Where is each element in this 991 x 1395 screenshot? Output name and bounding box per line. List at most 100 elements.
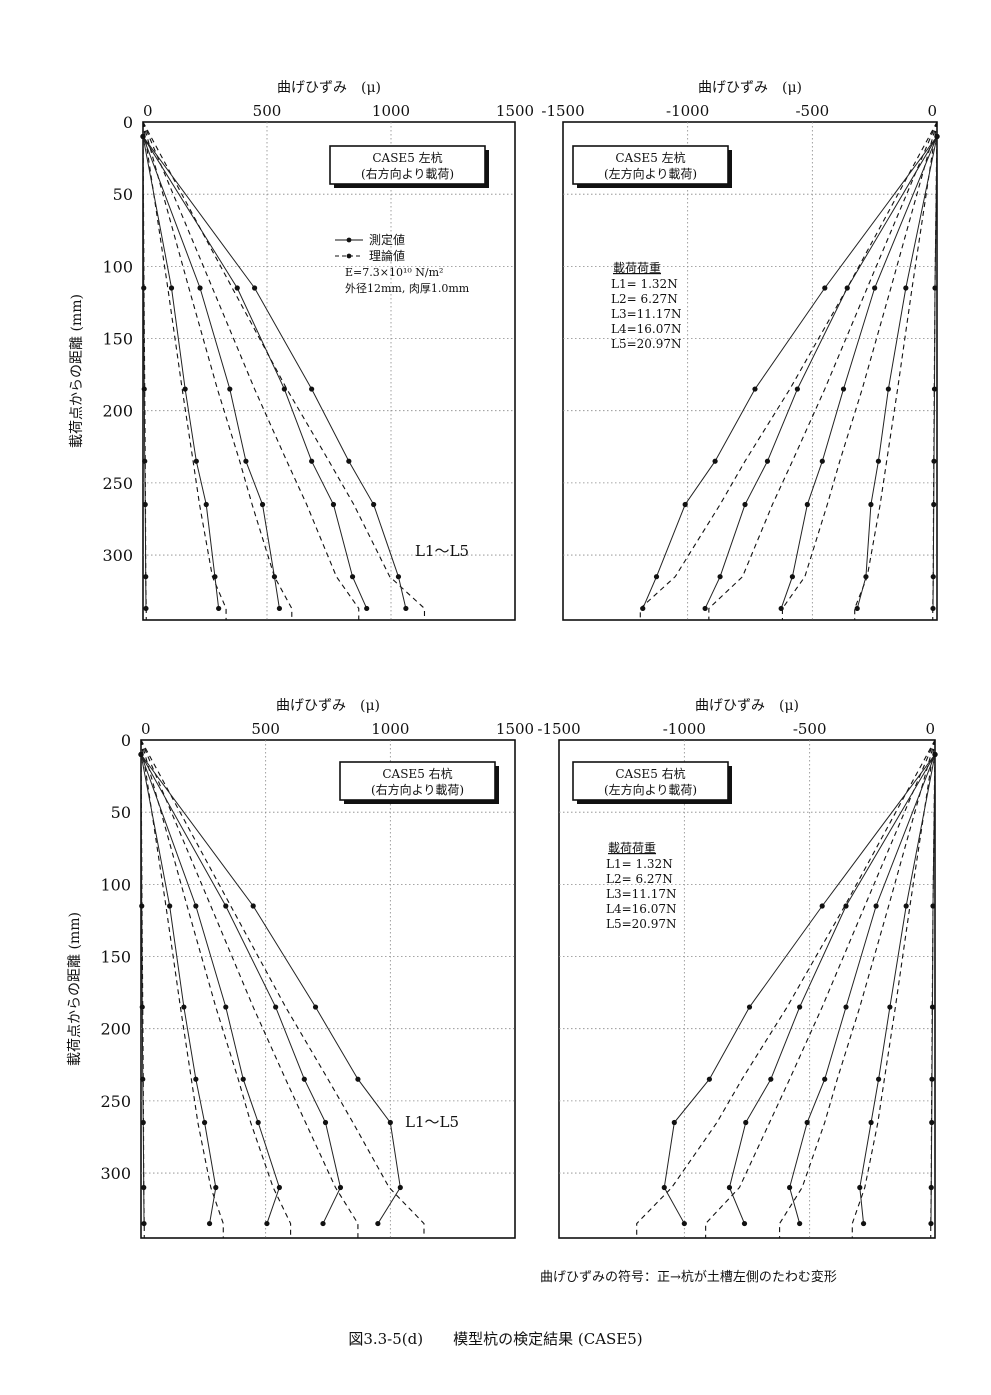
measured-point	[768, 1076, 774, 1082]
measured-point	[844, 285, 850, 291]
measured-point	[375, 1220, 381, 1227]
measured-point	[397, 1184, 403, 1191]
x-tick-label: 1500	[496, 720, 534, 738]
measured-point	[931, 458, 937, 464]
load-list-item: L3=11.17N	[611, 307, 682, 321]
load-list-title: 載荷荷重	[608, 841, 656, 855]
measured-point	[873, 903, 879, 909]
figure-caption: 図3.3-5(d) 模型杭の検定結果 (CASE5)	[348, 1330, 643, 1348]
measured-point	[309, 458, 315, 464]
measured-point	[273, 1004, 279, 1010]
x-tick-label: -500	[795, 102, 829, 120]
y-tick-label: 0	[121, 731, 131, 750]
x-tick-label: -1500	[537, 720, 580, 738]
measured-point	[141, 386, 147, 392]
x-tick-label: 0	[143, 102, 153, 120]
measured-point	[819, 458, 825, 464]
load-list-title: 載荷荷重	[613, 261, 661, 275]
material-note-e: E=7.3×10¹⁰ N/m²	[345, 266, 443, 279]
measured-point	[259, 501, 266, 508]
theory-line-4	[708, 121, 938, 620]
measured-point	[240, 1076, 246, 1082]
series-annotation: L1～L5	[415, 542, 469, 560]
measured-point	[223, 903, 229, 909]
measured-point	[168, 285, 175, 291]
x-tick-label: -1500	[541, 102, 584, 120]
x-tick-label: -1000	[666, 102, 709, 120]
measured-point	[143, 574, 149, 580]
measured-point	[139, 1004, 145, 1010]
measured-point	[930, 574, 936, 580]
measured-point	[929, 1004, 936, 1010]
measured-point	[928, 1184, 934, 1191]
measured-point	[255, 1119, 261, 1126]
load-list-item: L4=16.07N	[606, 902, 677, 916]
measured-point	[804, 501, 810, 508]
chart-title: CASE5 左杭	[615, 150, 685, 165]
chart-title: CASE5 右杭	[615, 766, 685, 781]
measured-point	[726, 1184, 733, 1191]
measured-point	[778, 605, 784, 612]
measured-point	[309, 386, 315, 392]
x-tick-label: 500	[253, 102, 282, 120]
measured-point	[193, 903, 199, 909]
theory-line-2	[142, 121, 227, 620]
chart-subtitle: (右方向より載荷)	[371, 782, 464, 797]
measured-point	[234, 285, 240, 291]
measured-point	[140, 1119, 146, 1126]
measured-point	[193, 1076, 199, 1082]
theory-line-5	[142, 121, 426, 620]
measured-point	[139, 903, 145, 909]
measured-point	[143, 605, 149, 612]
measured-point	[863, 574, 869, 580]
measured-point	[854, 605, 860, 612]
series-annotation: L1～L5	[405, 1113, 459, 1131]
measured-point	[243, 458, 249, 464]
measured-point	[843, 1004, 849, 1010]
measured-point	[276, 1184, 282, 1191]
measured-point	[395, 574, 402, 580]
measured-point	[141, 1220, 147, 1227]
legend-measured-marker	[346, 237, 352, 243]
measured-point	[742, 501, 748, 508]
measured-point	[330, 501, 337, 508]
x-axis-label: 曲げひずみ (μ)	[698, 80, 802, 96]
x-axis-label: 曲げひずみ (μ)	[276, 698, 380, 714]
plot-frame	[140, 739, 516, 1239]
theory-line-4	[140, 739, 359, 1238]
measured-point	[857, 1184, 863, 1191]
measured-point	[322, 1119, 329, 1126]
measured-point	[364, 605, 370, 612]
y-tick-label: 150	[102, 330, 133, 349]
measured-point	[142, 458, 148, 464]
measured-point	[903, 285, 909, 291]
load-list-item: L3=11.17N	[606, 887, 677, 901]
measured-point	[276, 605, 282, 612]
measured-point	[887, 1004, 893, 1010]
chart-subtitle: (左方向より載荷)	[604, 782, 697, 797]
measured-point	[681, 1220, 687, 1227]
measured-point	[932, 285, 938, 291]
measured-point	[702, 605, 708, 612]
chart-panel-2: -1500 -1000 -500 0 曲げひずみ (μ) CASE5 左杭(左方向より載荷…	[541, 80, 940, 621]
measured-point	[712, 458, 718, 464]
theory-line-3	[140, 739, 292, 1238]
measured-point	[387, 1119, 393, 1126]
measured-point	[797, 1004, 803, 1010]
theory-line-3	[779, 739, 936, 1238]
y-tick-label: 250	[102, 474, 133, 493]
measured-point	[346, 458, 352, 464]
load-list-item: L5=20.97N	[611, 337, 682, 351]
measured-point	[193, 458, 199, 464]
y-tick-label: 200	[100, 1020, 131, 1039]
measured-point	[868, 1119, 874, 1126]
measured-point	[140, 133, 146, 140]
load-list-item: L4=16.07N	[611, 322, 682, 336]
measured-point	[930, 605, 936, 612]
measured-point	[301, 1076, 307, 1082]
measured-point	[640, 605, 646, 612]
measured-point	[872, 285, 878, 291]
legend-theory-label: 理論値	[369, 248, 405, 263]
theory-line-5	[636, 739, 936, 1238]
measured-point	[741, 1220, 748, 1227]
